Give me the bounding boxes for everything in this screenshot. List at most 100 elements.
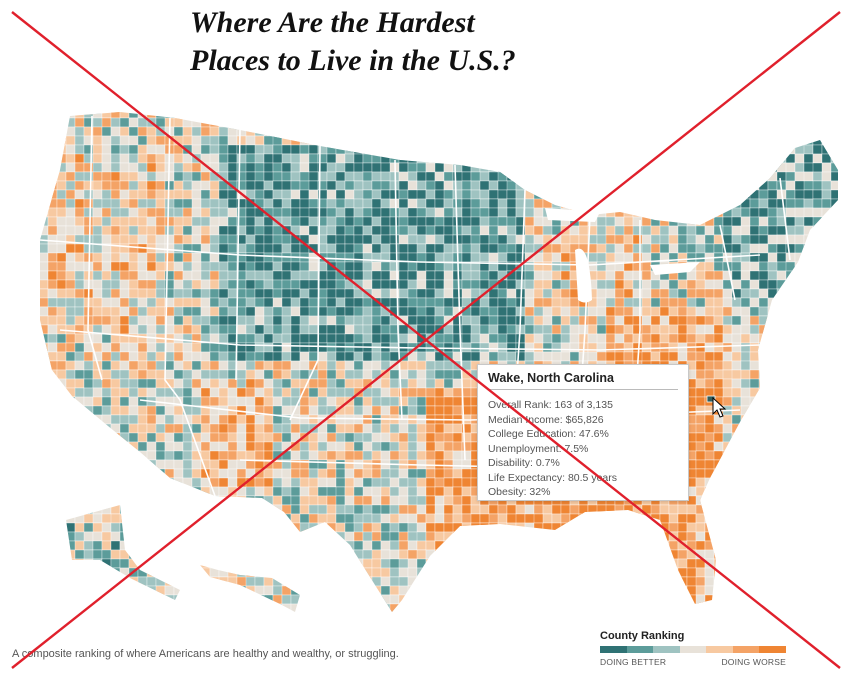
- county-cell[interactable]: [119, 396, 130, 407]
- county-cell[interactable]: [308, 414, 319, 425]
- county-cell[interactable]: [785, 171, 796, 182]
- county-cell[interactable]: [281, 333, 292, 344]
- county-cell[interactable]: [623, 234, 634, 245]
- county-cell[interactable]: [146, 450, 157, 461]
- county-cell[interactable]: [488, 351, 499, 362]
- county-cell[interactable]: [137, 369, 148, 380]
- county-cell[interactable]: [524, 252, 535, 263]
- county-cell[interactable]: [218, 306, 229, 317]
- county-cell[interactable]: [65, 216, 76, 227]
- county-cell[interactable]: [722, 306, 733, 317]
- county-cell[interactable]: [173, 468, 184, 479]
- county-cell[interactable]: [389, 504, 400, 515]
- county-cell[interactable]: [209, 270, 220, 281]
- county-cell[interactable]: [704, 351, 715, 362]
- county-cell[interactable]: [596, 315, 607, 326]
- county-cell[interactable]: [299, 504, 310, 515]
- county-cell[interactable]: [407, 567, 418, 578]
- county-cell[interactable]: [56, 315, 67, 326]
- county-cell[interactable]: [191, 162, 202, 173]
- county-cell[interactable]: [677, 288, 688, 299]
- county-cell[interactable]: [713, 333, 724, 344]
- county-cell[interactable]: [524, 216, 535, 227]
- county-cell[interactable]: [821, 171, 832, 182]
- county-cell[interactable]: [236, 360, 247, 371]
- county-cell[interactable]: [596, 216, 607, 227]
- county-cell[interactable]: [137, 441, 148, 452]
- county-cell[interactable]: [146, 135, 157, 146]
- county-cell[interactable]: [686, 513, 697, 524]
- county-cell[interactable]: [245, 180, 256, 191]
- county-cell[interactable]: [335, 441, 346, 452]
- county-cell[interactable]: [569, 333, 580, 344]
- county-cell[interactable]: [110, 261, 121, 272]
- county-cell[interactable]: [821, 198, 832, 209]
- county-cell[interactable]: [155, 297, 166, 308]
- county-cell[interactable]: [668, 513, 679, 524]
- county-cell[interactable]: [551, 270, 562, 281]
- county-cell[interactable]: [641, 279, 652, 290]
- county-cell[interactable]: [686, 270, 697, 281]
- county-cell[interactable]: [740, 351, 751, 362]
- county-cell[interactable]: [722, 324, 733, 335]
- county-cell[interactable]: [371, 387, 382, 398]
- county-cell[interactable]: [137, 306, 148, 317]
- county-cell[interactable]: [218, 351, 229, 362]
- county-cell[interactable]: [425, 315, 436, 326]
- county-cell[interactable]: [128, 423, 139, 434]
- county-cell[interactable]: [551, 261, 562, 272]
- county-cell[interactable]: [749, 306, 760, 317]
- county-cell[interactable]: [470, 324, 481, 335]
- county-cell[interactable]: [614, 351, 625, 362]
- county-cell[interactable]: [353, 351, 364, 362]
- county-cell[interactable]: [722, 333, 733, 344]
- county-cell[interactable]: [353, 495, 364, 506]
- county-cell[interactable]: [668, 333, 679, 344]
- county-cell[interactable]: [209, 207, 220, 218]
- county-cell[interactable]: [434, 522, 445, 533]
- county-cell[interactable]: [182, 324, 193, 335]
- county-cell[interactable]: [740, 207, 751, 218]
- county-cell[interactable]: [137, 189, 148, 200]
- county-cell[interactable]: [722, 360, 733, 371]
- county-cell[interactable]: [74, 378, 85, 389]
- county-cell[interactable]: [128, 297, 139, 308]
- county-cell[interactable]: [290, 423, 301, 434]
- county-cell[interactable]: [155, 315, 166, 326]
- county-cell[interactable]: [416, 360, 427, 371]
- county-cell[interactable]: [353, 432, 364, 443]
- county-cell[interactable]: [137, 234, 148, 245]
- county-cell[interactable]: [182, 378, 193, 389]
- county-cell[interactable]: [101, 522, 112, 533]
- county-cell[interactable]: [137, 225, 148, 236]
- county-cell[interactable]: [389, 432, 400, 443]
- county-cell[interactable]: [731, 297, 742, 308]
- county-cell[interactable]: [272, 252, 283, 263]
- county-cell[interactable]: [254, 324, 265, 335]
- county-cell[interactable]: [272, 288, 283, 299]
- county-cell[interactable]: [443, 288, 454, 299]
- county-cell[interactable]: [290, 342, 301, 353]
- county-cell[interactable]: [182, 234, 193, 245]
- county-cell[interactable]: [110, 117, 121, 128]
- county-cell[interactable]: [146, 171, 157, 182]
- county-cell[interactable]: [461, 459, 472, 470]
- county-cell[interactable]: [605, 216, 616, 227]
- county-cell[interactable]: [74, 270, 85, 281]
- county-cell[interactable]: [812, 189, 823, 200]
- county-cell[interactable]: [335, 252, 346, 263]
- county-cell[interactable]: [335, 180, 346, 191]
- county-cell[interactable]: [182, 288, 193, 299]
- county-cell[interactable]: [101, 288, 112, 299]
- county-cell[interactable]: [146, 432, 157, 443]
- county-cell[interactable]: [614, 306, 625, 317]
- county-cell[interactable]: [722, 396, 733, 407]
- county-cell[interactable]: [290, 189, 301, 200]
- county-cell[interactable]: [812, 180, 823, 191]
- county-cell[interactable]: [92, 153, 103, 164]
- county-cell[interactable]: [119, 414, 130, 425]
- county-cell[interactable]: [695, 585, 706, 596]
- county-cell[interactable]: [254, 360, 265, 371]
- county-cell[interactable]: [128, 252, 139, 263]
- county-cell[interactable]: [461, 171, 472, 182]
